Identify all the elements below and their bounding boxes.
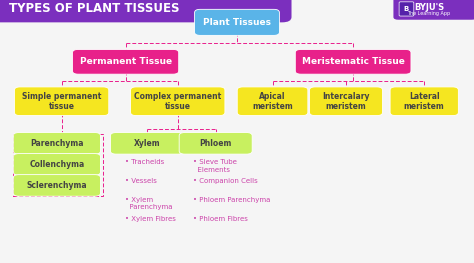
- Text: • Phloem Parenchyma: • Phloem Parenchyma: [193, 197, 271, 203]
- FancyBboxPatch shape: [13, 154, 100, 175]
- FancyBboxPatch shape: [393, 0, 474, 20]
- Text: • Xylem
  Parenchyma: • Xylem Parenchyma: [125, 197, 172, 210]
- FancyBboxPatch shape: [13, 133, 100, 154]
- Text: Complex permanent
tissue: Complex permanent tissue: [134, 92, 221, 111]
- Text: Parenchyma: Parenchyma: [30, 139, 83, 148]
- FancyBboxPatch shape: [179, 133, 252, 154]
- Text: • Xylem Fibres: • Xylem Fibres: [125, 216, 175, 222]
- Text: Meristematic Tissue: Meristematic Tissue: [301, 57, 405, 66]
- FancyBboxPatch shape: [390, 87, 458, 116]
- Text: Collenchyma: Collenchyma: [29, 160, 84, 169]
- Text: • Tracheids: • Tracheids: [125, 159, 164, 165]
- Text: Sclerenchyma: Sclerenchyma: [27, 181, 87, 190]
- FancyBboxPatch shape: [110, 133, 183, 154]
- Text: Lateral
meristem: Lateral meristem: [404, 92, 445, 111]
- Text: Permanent Tissue: Permanent Tissue: [80, 57, 172, 66]
- Text: Plant Tissues: Plant Tissues: [203, 18, 271, 27]
- Text: The Learning App: The Learning App: [408, 11, 450, 16]
- FancyBboxPatch shape: [13, 175, 100, 196]
- Text: • Vessels: • Vessels: [125, 178, 156, 184]
- Text: • Phloem Fibres: • Phloem Fibres: [193, 216, 248, 222]
- FancyBboxPatch shape: [399, 2, 414, 16]
- Text: TYPES OF PLANT TISSUES: TYPES OF PLANT TISSUES: [9, 2, 179, 15]
- FancyBboxPatch shape: [130, 87, 225, 116]
- FancyBboxPatch shape: [73, 49, 179, 74]
- FancyBboxPatch shape: [15, 87, 109, 116]
- FancyBboxPatch shape: [194, 9, 279, 35]
- FancyBboxPatch shape: [0, 0, 292, 22]
- Text: BYJU'S: BYJU'S: [414, 3, 444, 12]
- FancyBboxPatch shape: [237, 87, 308, 116]
- Text: Simple permanent
tissue: Simple permanent tissue: [22, 92, 101, 111]
- Text: • Companion Cells: • Companion Cells: [193, 178, 258, 184]
- Text: Xylem: Xylem: [134, 139, 160, 148]
- Text: B: B: [403, 6, 409, 12]
- Text: Intercalary
meristem: Intercalary meristem: [322, 92, 370, 111]
- Text: Apical
meristem: Apical meristem: [252, 92, 293, 111]
- FancyBboxPatch shape: [310, 87, 383, 116]
- Text: • Sieve Tube
  Elements: • Sieve Tube Elements: [193, 159, 237, 173]
- Text: Phloem: Phloem: [200, 139, 232, 148]
- FancyBboxPatch shape: [295, 49, 411, 74]
